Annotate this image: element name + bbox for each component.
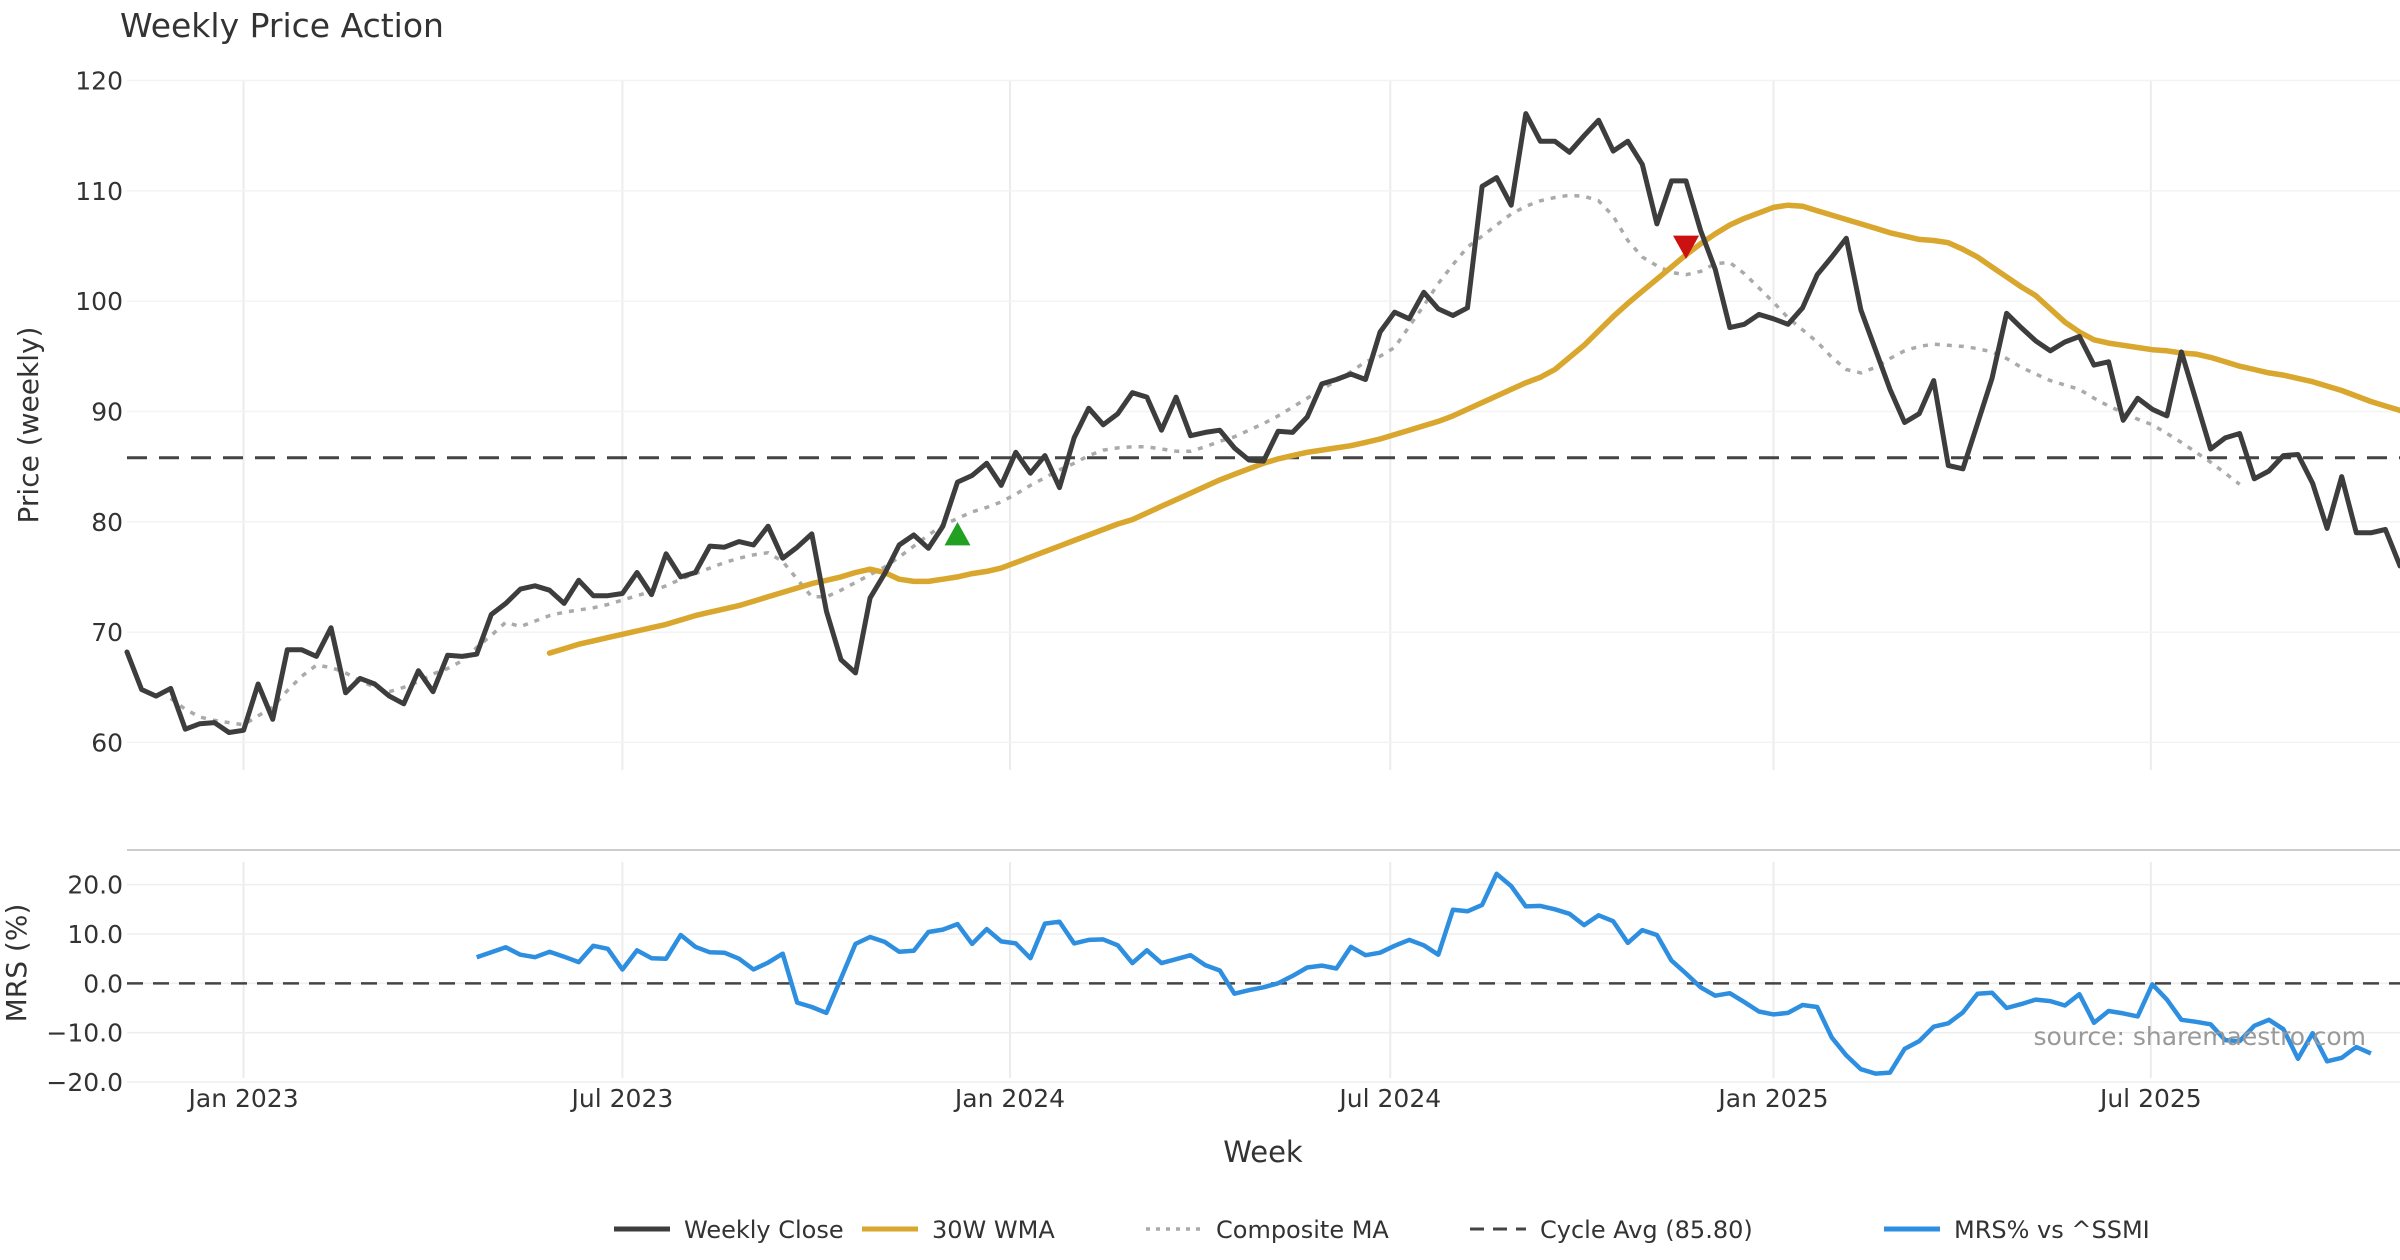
x-tick-label: Jul 2025	[2098, 1084, 2202, 1113]
legend-item: Composite MA	[1146, 1216, 1389, 1244]
mrs-series	[127, 871, 2400, 1076]
mrs-y-tick-label: 0.0	[83, 969, 123, 998]
legend-label: 30W WMA	[932, 1216, 1055, 1244]
legend-label: Composite MA	[1216, 1216, 1389, 1244]
mrs-y-tick-label: 20.0	[67, 871, 123, 900]
watermark: source: sharemaestro.com	[2034, 1022, 2367, 1051]
weekly-close-line	[124, 111, 2400, 735]
sell-signal-marker	[1673, 235, 1700, 259]
mrs-y-tick-label: −10.0	[46, 1019, 123, 1048]
mrs-line	[475, 871, 2372, 1076]
x-tick-label: Jan 2025	[1716, 1084, 1828, 1113]
mrs-y-axis-label: MRS (%)	[0, 904, 33, 1023]
x-tick-label: Jul 2024	[1337, 1084, 1441, 1113]
buy-signal-marker	[944, 522, 971, 546]
legend-item: 30W WMA	[862, 1216, 1055, 1244]
price-panel-grid	[127, 79, 2400, 770]
price-y-tick-label: 70	[91, 618, 123, 647]
x-tick-label: Jan 2024	[953, 1084, 1065, 1113]
x-tick-label: Jul 2023	[570, 1084, 674, 1113]
price-y-tick-label: 100	[75, 287, 123, 316]
price-y-axis-label: Price (weekly)	[12, 327, 45, 524]
price-series	[124, 111, 2400, 735]
mrs-y-tick-label: −20.0	[46, 1068, 123, 1097]
composite-ma-line	[169, 193, 2241, 727]
30w-wma-line	[546, 202, 2400, 656]
legend-label: Weekly Close	[684, 1216, 844, 1244]
price-y-tick-label: 120	[75, 67, 123, 96]
price-y-tick-label: 110	[75, 177, 123, 206]
price-y-tick-label: 80	[91, 508, 123, 537]
legend: Weekly Close 30W WMA Composite MA Cycle Avg…	[614, 1216, 2150, 1244]
x-axis-ticks: Jan 2023 Jul 2023 Jan 2024 Jul 2024 Jan 2025…	[187, 1084, 2202, 1113]
signal-markers	[944, 235, 1700, 546]
price-y-tick-label: 60	[91, 728, 123, 757]
price-y-tick-label: 90	[91, 397, 123, 426]
x-tick-label: Jan 2023	[187, 1084, 299, 1113]
mrs-y-axis: 20.0 10.0 0.0 −10.0 −20.0	[46, 871, 123, 1097]
chart-title: Weekly Price Action	[120, 6, 444, 45]
mrs-y-tick-label: 10.0	[67, 920, 123, 949]
legend-item: Weekly Close	[614, 1216, 844, 1244]
legend-label: MRS% vs ^SSMI	[1954, 1216, 2150, 1244]
legend-item: MRS% vs ^SSMI	[1884, 1216, 2150, 1244]
legend-label: Cycle Avg (85.80)	[1540, 1216, 1753, 1244]
x-axis-label: Week	[1223, 1135, 1303, 1169]
price-y-axis: 60 70 80 90 100 110 120	[75, 67, 123, 758]
legend-item: Cycle Avg (85.80)	[1470, 1216, 1753, 1244]
